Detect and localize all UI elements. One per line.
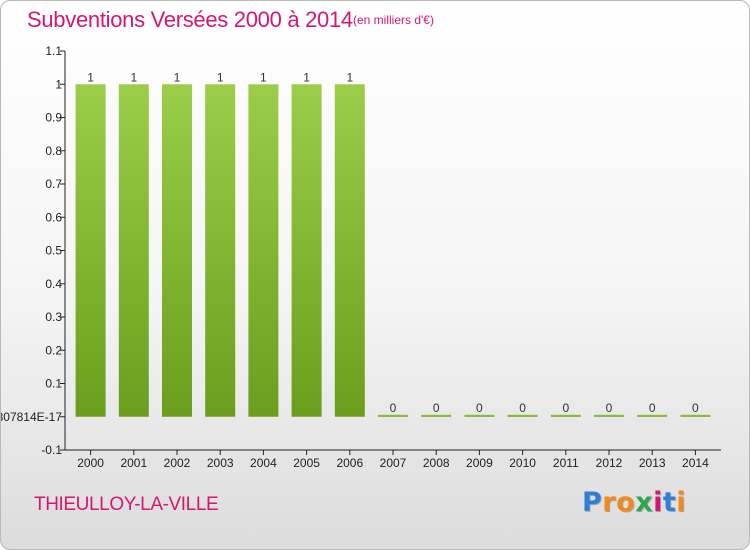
bar: [291, 84, 322, 417]
y-tick-label: -0.1: [41, 443, 62, 457]
chart-title: Subventions Versées 2000 à 2014: [27, 7, 353, 32]
data-label: 0: [433, 401, 440, 415]
bar: [594, 414, 624, 417]
y-tick-label: 1.1: [45, 44, 62, 58]
data-label: 1: [303, 70, 310, 84]
data-label: 0: [692, 401, 699, 415]
x-tick-label: 2005: [293, 456, 320, 470]
bar: [75, 84, 106, 417]
y-tick-label: 0.7: [45, 177, 62, 191]
data-label: 0: [476, 401, 483, 415]
logo-letter: t: [662, 487, 677, 518]
commune-name: THIEULLOY-LA-VILLE: [34, 494, 219, 515]
data-label: 1: [87, 70, 94, 84]
bar: [507, 414, 538, 417]
logo-letter: i: [653, 487, 663, 518]
logo-letter: P: [582, 487, 603, 518]
bar: [118, 84, 149, 417]
logo-letter: o: [616, 487, 636, 518]
x-tick-label: 2011: [553, 456, 579, 470]
proxiti-logo: Proxiti: [582, 487, 686, 518]
bar: [248, 84, 279, 417]
data-label: 0: [519, 401, 526, 415]
data-label: 1: [130, 70, 137, 84]
x-tick-label: 2013: [639, 456, 666, 470]
x-tick-label: 2007: [380, 456, 407, 470]
x-tick-label: 2000: [77, 456, 104, 470]
data-label: 0: [390, 401, 397, 415]
x-tick-label: 2010: [509, 456, 536, 470]
bar: [205, 84, 236, 417]
data-label: 0: [562, 401, 569, 415]
x-tick-label: 2014: [682, 456, 709, 470]
x-tick-label: 2009: [466, 456, 493, 470]
y-tick-label: 0.8: [45, 144, 62, 158]
data-label: 1: [217, 70, 224, 84]
x-tick-label: 2012: [596, 456, 623, 470]
y-tick-label: 0.4: [45, 277, 62, 291]
data-label: 0: [649, 401, 656, 415]
chart-unit: (en milliers d'€): [353, 13, 434, 27]
bar: [334, 84, 365, 417]
bar: [162, 84, 192, 417]
data-label: 1: [346, 70, 353, 84]
y-tick-label: 0.1: [45, 377, 62, 391]
y-tick-label: 1: [55, 77, 62, 91]
data-label: 0: [606, 401, 613, 415]
x-tick-label: 2002: [164, 456, 191, 470]
bar: [550, 414, 581, 417]
y-tick-label: 0.6: [45, 210, 62, 224]
data-label: 1: [174, 70, 181, 84]
x-tick-label: 2006: [336, 456, 363, 470]
x-tick-label: 2004: [250, 456, 277, 470]
logo-letter: x: [635, 487, 654, 518]
x-tick-label: 2008: [423, 456, 450, 470]
y-tick-label: 1.387778780807814E-17: [1, 410, 62, 424]
data-label: 1: [260, 70, 267, 84]
bar: [421, 414, 452, 417]
y-tick-label: 0.2: [45, 343, 62, 357]
bar: [378, 414, 408, 417]
y-tick-label: 0.5: [45, 244, 62, 258]
x-tick-label: 2003: [207, 456, 234, 470]
bar: [637, 414, 668, 417]
logo-letter: r: [602, 487, 617, 518]
y-tick-label: 0.3: [45, 310, 62, 324]
bar: [464, 414, 495, 417]
logo-letter: i: [676, 487, 687, 518]
y-tick-label: 0.9: [45, 111, 62, 125]
x-tick-label: 2001: [120, 456, 147, 470]
bar: [680, 414, 711, 417]
